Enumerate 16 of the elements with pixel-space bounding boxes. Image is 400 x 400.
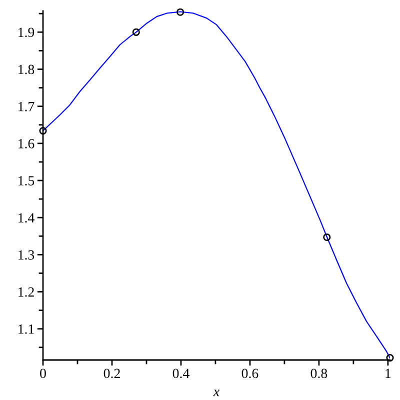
x-tick-label: 0.4: [172, 368, 190, 378]
y-tick-label: 1.1: [18, 324, 34, 334]
y-tick-label: 1.9: [18, 28, 34, 38]
x-tick-label: 1: [386, 368, 391, 378]
y-tick-label: 1.4: [18, 213, 34, 223]
x-tick-label: 0.8: [310, 368, 328, 378]
y-tick-label: 1.8: [18, 64, 34, 74]
x-tick-label: 0: [40, 368, 46, 378]
y-tick-label: 1.2: [18, 287, 34, 297]
x-tick-label: 0.2: [104, 368, 120, 378]
x-axis-title: x: [213, 390, 220, 396]
x-tick-label: 0.6: [242, 368, 258, 378]
y-tick-label: 1.3: [18, 250, 34, 260]
y-tick-label: 1.5: [18, 176, 34, 186]
y-tick-label: 1.7: [18, 102, 34, 112]
y-tick-label: 1.6: [18, 139, 34, 148]
